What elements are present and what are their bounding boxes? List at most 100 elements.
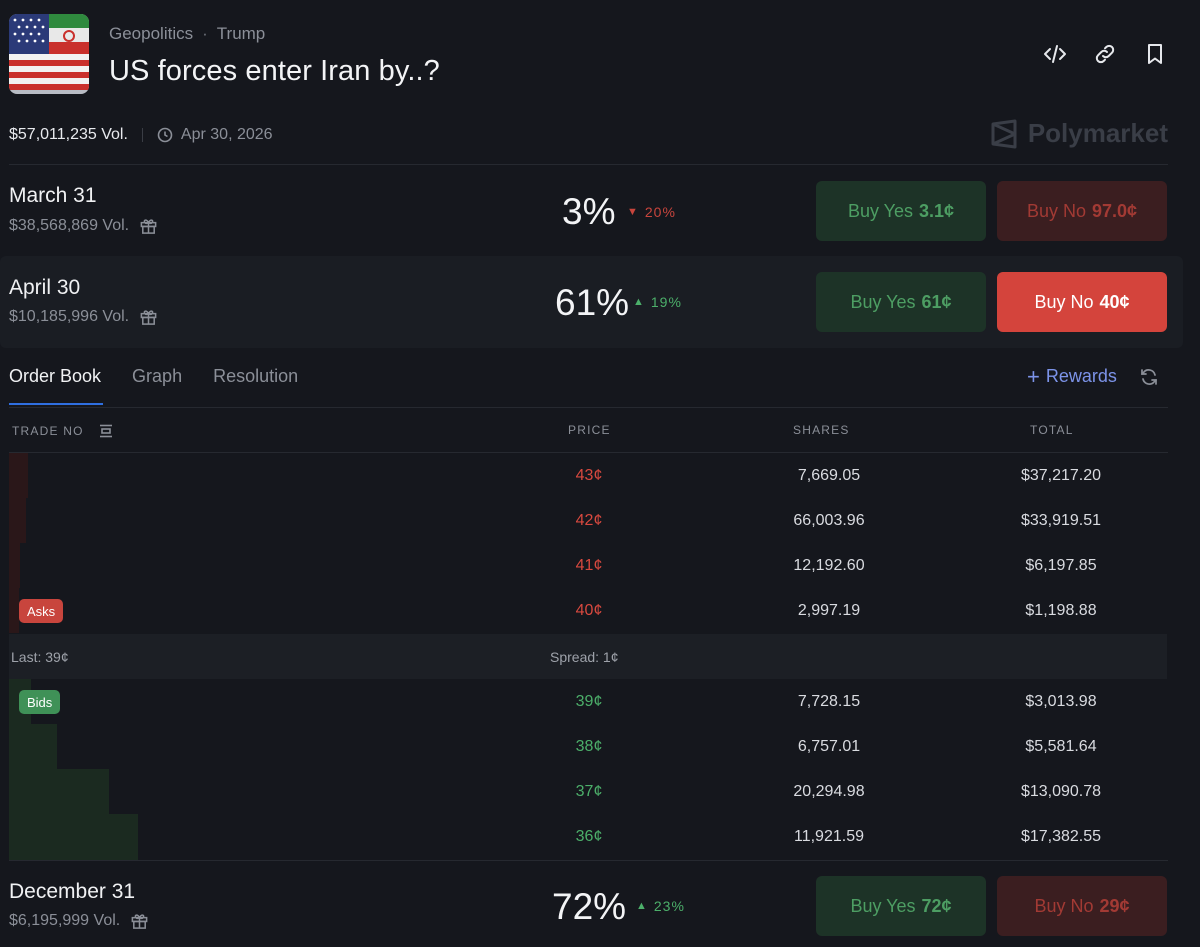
buy-no-label: Buy No bbox=[1034, 291, 1094, 312]
buy-yes-price: 3.1¢ bbox=[919, 200, 955, 221]
column-trade-no-label: TRADE NO bbox=[12, 424, 84, 438]
ask-row[interactable]: 42¢ 66,003.96 $33,919.51 bbox=[575, 511, 1102, 529]
ask-row[interactable]: 40¢ 2,997.19 $1,198.88 bbox=[575, 601, 1097, 619]
divider bbox=[9, 407, 1168, 408]
market-thumbnail bbox=[9, 14, 89, 94]
bookmark-icon[interactable] bbox=[1142, 40, 1168, 68]
spread-row: Last: 39¢ Spread: 1¢ bbox=[9, 634, 1167, 679]
market-stats: $57,011,235 Vol. Apr 30, 2026 bbox=[9, 126, 273, 144]
market-row-april-30[interactable]: April 30 $10,185,996 Vol. 61% ▲ 19% Buy … bbox=[0, 256, 1183, 348]
clock-icon bbox=[157, 127, 173, 143]
buy-no-button[interactable]: Buy No 40¢ bbox=[997, 272, 1167, 332]
triangle-down-icon: ▼ bbox=[627, 206, 639, 218]
triangle-up-icon: ▲ bbox=[636, 900, 648, 912]
market-name: March 31 bbox=[9, 184, 97, 207]
tab-resolution[interactable]: Resolution bbox=[213, 366, 299, 386]
market-row-march-31[interactable]: March 31 $38,568,869 Vol. 3% ▼ 20% Buy Y… bbox=[0, 166, 1183, 254]
market-volume-text: $6,195,999 Vol. bbox=[9, 911, 121, 929]
collapse-icon[interactable] bbox=[98, 423, 114, 439]
market-name: December 31 bbox=[9, 880, 136, 903]
market-probability: 3% bbox=[562, 191, 616, 232]
buy-no-button[interactable]: Buy No 97.0¢ bbox=[997, 181, 1167, 241]
market-change: ▲ 19% bbox=[633, 294, 682, 310]
market-change-value: 20% bbox=[644, 204, 676, 220]
market-name: April 30 bbox=[9, 276, 81, 299]
buy-yes-price: 72¢ bbox=[921, 895, 952, 916]
rewards-label: Rewards bbox=[1045, 366, 1117, 386]
detail-tabs: Order Book Graph Resolution bbox=[9, 366, 298, 405]
total-volume: $57,011,235 Vol. bbox=[9, 126, 128, 143]
buy-no-label: Buy No bbox=[1026, 200, 1086, 221]
gift-icon[interactable] bbox=[139, 216, 158, 235]
end-date: Apr 30, 2026 bbox=[157, 126, 273, 144]
buy-yes-label: Buy Yes bbox=[850, 895, 916, 916]
buy-yes-button[interactable]: Buy Yes 61¢ bbox=[816, 272, 986, 332]
tab-order-book[interactable]: Order Book bbox=[9, 366, 104, 405]
spread-value: Spread: 1¢ bbox=[550, 649, 619, 665]
bid-depth-bar bbox=[9, 769, 109, 814]
market-row-december-31[interactable]: December 31 $6,195,999 Vol. 72% ▲ 23% Bu… bbox=[0, 862, 1183, 947]
page-title: US forces enter Iran by..? bbox=[109, 55, 440, 87]
column-price: PRICE bbox=[568, 423, 611, 437]
ask-depth-bar bbox=[9, 453, 28, 498]
ask-depth-bar bbox=[9, 498, 26, 543]
divider bbox=[141, 128, 143, 142]
plus-icon: + bbox=[1027, 363, 1040, 389]
refresh-icon[interactable] bbox=[1139, 366, 1161, 388]
end-date-text: Apr 30, 2026 bbox=[180, 126, 273, 143]
brand-name: Polymarket bbox=[1027, 118, 1168, 148]
bid-row[interactable]: 37¢ 20,294.98 $13,090.78 bbox=[575, 782, 1102, 800]
market-change-value: 19% bbox=[650, 294, 682, 310]
buy-no-price: 40¢ bbox=[1099, 291, 1130, 312]
bid-row[interactable]: 39¢ 7,728.15 $3,013.98 bbox=[575, 692, 1097, 710]
market-volume-text: $38,568,869 Vol. bbox=[9, 216, 130, 234]
ask-depth-bar bbox=[9, 543, 20, 588]
ask-row[interactable]: 41¢ 12,192.60 $6,197.85 bbox=[575, 556, 1097, 574]
buy-yes-button[interactable]: Buy Yes 72¢ bbox=[816, 876, 986, 936]
column-trade-no: TRADE NO bbox=[12, 423, 114, 439]
polymarket-logo-icon bbox=[991, 119, 1017, 148]
market-probability: 61% bbox=[555, 282, 630, 323]
polymarket-logo: Polymarket bbox=[990, 118, 1168, 149]
market-volume: $10,185,996 Vol. bbox=[9, 307, 158, 326]
rewards-button[interactable]: + Rewards bbox=[1027, 363, 1117, 389]
market-volume: $6,195,999 Vol. bbox=[9, 911, 149, 930]
buy-no-label: Buy No bbox=[1034, 895, 1094, 916]
gift-icon[interactable] bbox=[130, 911, 149, 930]
breadcrumb-tag[interactable]: Trump bbox=[216, 24, 266, 43]
ask-depth-bar bbox=[9, 588, 19, 633]
link-icon[interactable] bbox=[1092, 40, 1118, 68]
market-change: ▲ 23% bbox=[636, 898, 685, 914]
embed-icon[interactable] bbox=[1042, 40, 1068, 68]
buy-yes-label: Buy Yes bbox=[850, 291, 916, 312]
market-volume: $38,568,869 Vol. bbox=[9, 216, 158, 235]
bid-row[interactable]: 36¢ 11,921.59 $17,382.55 bbox=[575, 827, 1102, 845]
bid-depth-bar bbox=[9, 724, 57, 769]
last-price: Last: 39¢ bbox=[11, 649, 69, 665]
breadcrumb-separator: · bbox=[202, 24, 208, 43]
column-total: TOTAL bbox=[1030, 423, 1074, 437]
triangle-up-icon: ▲ bbox=[633, 296, 645, 308]
bid-depth-bar bbox=[9, 814, 138, 860]
breadcrumb-category[interactable]: Geopolitics bbox=[109, 24, 194, 43]
asks-badge: Asks bbox=[19, 599, 64, 623]
market-change-value: 23% bbox=[653, 898, 685, 914]
buy-yes-label: Buy Yes bbox=[847, 200, 913, 221]
gift-icon[interactable] bbox=[139, 307, 158, 326]
buy-no-price: 29¢ bbox=[1099, 895, 1130, 916]
market-probability: 72% bbox=[552, 886, 627, 927]
buy-yes-price: 61¢ bbox=[921, 291, 952, 312]
market-change: ▼ 20% bbox=[627, 204, 676, 220]
ask-row[interactable]: 43¢ 7,669.05 $37,217.20 bbox=[575, 466, 1102, 484]
buy-yes-button[interactable]: Buy Yes 3.1¢ bbox=[816, 181, 986, 241]
column-shares: SHARES bbox=[793, 423, 850, 437]
tab-graph[interactable]: Graph bbox=[132, 366, 183, 386]
divider bbox=[9, 860, 1168, 861]
market-volume-text: $10,185,996 Vol. bbox=[9, 307, 130, 325]
bid-row[interactable]: 38¢ 6,757.01 $5,581.64 bbox=[575, 737, 1097, 755]
header-actions bbox=[1042, 40, 1168, 68]
buy-no-button[interactable]: Buy No 29¢ bbox=[997, 876, 1167, 936]
buy-no-price: 97.0¢ bbox=[1091, 200, 1138, 221]
divider bbox=[9, 452, 1168, 453]
bids-badge: Bids bbox=[19, 690, 61, 714]
